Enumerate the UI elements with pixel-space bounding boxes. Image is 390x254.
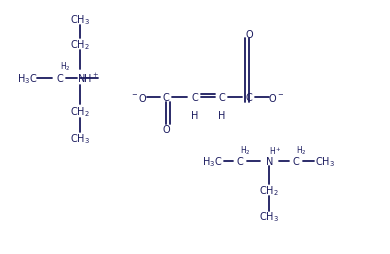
Text: $^-$O: $^-$O [130,91,148,103]
Text: H$_2$: H$_2$ [296,144,307,156]
Text: CH$_3$: CH$_3$ [70,13,90,27]
Text: H$^+$: H$^+$ [269,145,282,156]
Text: H$_3$C: H$_3$C [202,155,222,169]
Text: O$^-$: O$^-$ [268,91,284,103]
Text: CH$_2$: CH$_2$ [70,38,90,52]
Text: N: N [266,157,273,167]
Text: CH$_3$: CH$_3$ [259,210,279,223]
Text: C: C [245,92,252,102]
Text: CH$_3$: CH$_3$ [315,155,335,169]
Text: C: C [293,157,300,167]
Text: H$_3$C: H$_3$C [17,72,37,85]
Text: C: C [163,92,170,102]
Text: C: C [237,157,244,167]
Text: C: C [218,92,225,102]
Text: H: H [191,110,199,120]
Text: C: C [56,74,63,84]
Text: C: C [191,92,199,102]
Text: CH$_2$: CH$_2$ [259,183,279,197]
Text: CH$_2$: CH$_2$ [70,105,90,119]
Text: O: O [162,124,170,134]
Text: NH$^+$: NH$^+$ [77,72,99,85]
Text: H: H [218,110,225,120]
Text: O: O [245,30,253,40]
Text: H$_2$: H$_2$ [240,144,251,156]
Text: CH$_3$: CH$_3$ [70,131,90,145]
Text: H$_2$: H$_2$ [60,60,70,73]
